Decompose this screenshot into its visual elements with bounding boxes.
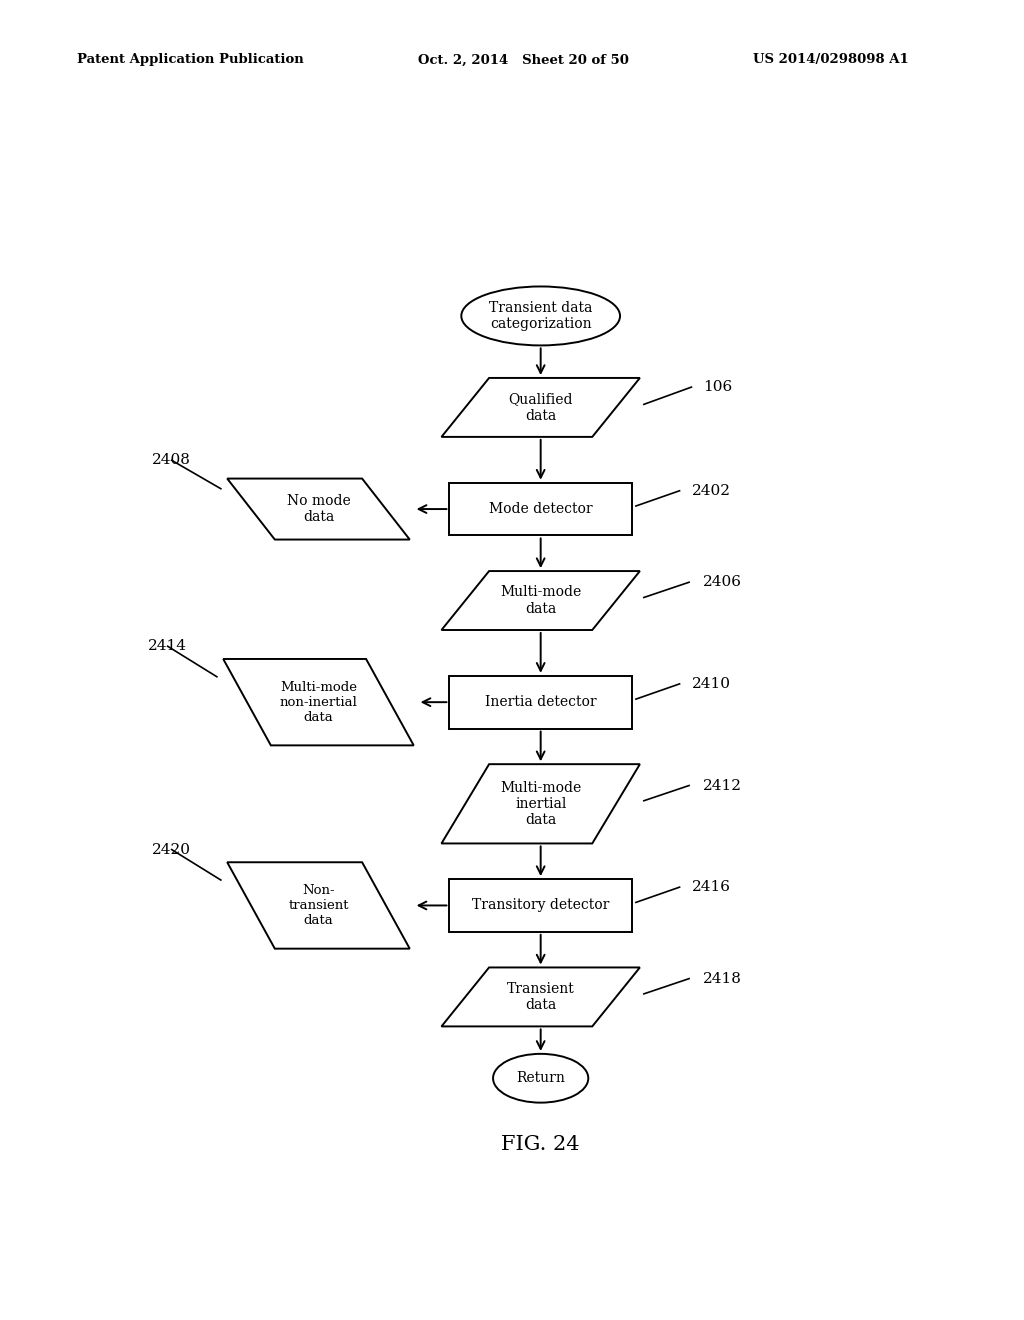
Text: 2416: 2416 — [691, 880, 730, 894]
Text: 2408: 2408 — [152, 453, 190, 467]
Ellipse shape — [461, 286, 621, 346]
Text: 106: 106 — [703, 380, 732, 395]
Text: 2410: 2410 — [691, 677, 730, 690]
Text: 2402: 2402 — [691, 483, 730, 498]
Polygon shape — [441, 378, 640, 437]
Polygon shape — [227, 479, 410, 540]
Text: Transient data
categorization: Transient data categorization — [489, 301, 592, 331]
Polygon shape — [227, 862, 410, 949]
Polygon shape — [441, 572, 640, 630]
Polygon shape — [450, 676, 632, 729]
Text: 2412: 2412 — [703, 779, 742, 792]
Text: 2420: 2420 — [152, 842, 190, 857]
Text: 2406: 2406 — [703, 576, 742, 589]
Text: Patent Application Publication: Patent Application Publication — [77, 53, 303, 66]
Polygon shape — [450, 483, 632, 536]
Text: 2414: 2414 — [147, 639, 186, 653]
Ellipse shape — [494, 1053, 588, 1102]
Text: No mode
data: No mode data — [287, 494, 350, 524]
Text: Non-
transient
data: Non- transient data — [288, 884, 349, 927]
Text: Inertia detector: Inertia detector — [484, 696, 597, 709]
Text: Qualified
data: Qualified data — [509, 392, 572, 422]
Polygon shape — [441, 764, 640, 843]
Polygon shape — [223, 659, 414, 746]
Text: FIG. 24: FIG. 24 — [502, 1135, 580, 1154]
Text: Multi-mode
non-inertial
data: Multi-mode non-inertial data — [280, 681, 357, 723]
Polygon shape — [441, 968, 640, 1027]
Text: Transitory detector: Transitory detector — [472, 899, 609, 912]
Polygon shape — [450, 879, 632, 932]
Text: Transient
data: Transient data — [507, 982, 574, 1012]
Text: Return: Return — [516, 1072, 565, 1085]
Text: Multi-mode
inertial
data: Multi-mode inertial data — [500, 780, 582, 828]
Text: Oct. 2, 2014   Sheet 20 of 50: Oct. 2, 2014 Sheet 20 of 50 — [418, 53, 629, 66]
Text: Multi-mode
data: Multi-mode data — [500, 586, 582, 615]
Text: 2418: 2418 — [703, 972, 742, 986]
Text: US 2014/0298098 A1: US 2014/0298098 A1 — [753, 53, 908, 66]
Text: Mode detector: Mode detector — [488, 502, 593, 516]
